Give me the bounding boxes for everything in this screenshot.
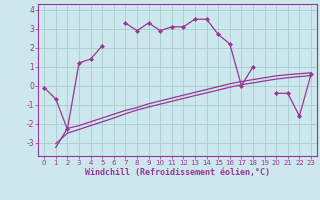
X-axis label: Windchill (Refroidissement éolien,°C): Windchill (Refroidissement éolien,°C) [85,168,270,177]
